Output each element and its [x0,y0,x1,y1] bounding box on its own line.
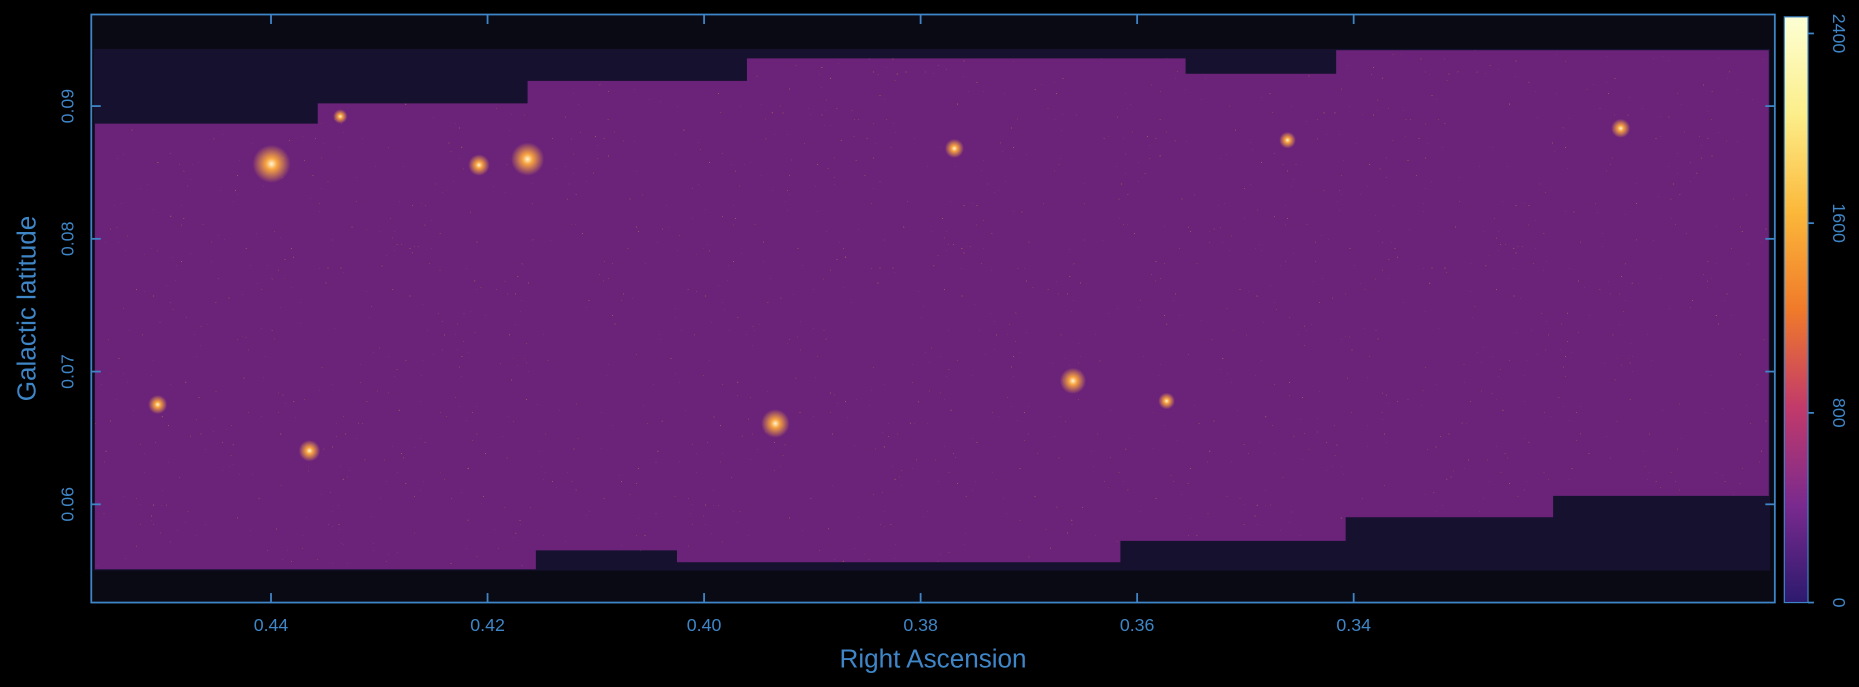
y-tick-label: 0.09 [57,89,77,124]
colorbar-tick-label: 1600 [1829,203,1849,243]
chart: Right Ascension Galactic latitude 0.44 0.… [0,0,1859,687]
x-tick-label: 0.38 [903,615,938,635]
colorbar-tick-label: 2400 [1829,14,1849,54]
colorbar [1784,17,1808,603]
y-tick-label: 0.07 [57,354,77,389]
x-tick-label: 0.42 [470,615,505,635]
y-tick-label: 0.06 [57,487,77,522]
y-axis-title: Galactic latitude [11,216,41,402]
x-axis-title: Right Ascension [840,644,1027,674]
y-tick-label: 0.08 [57,221,77,256]
colorbar-tick-label: 0 [1829,598,1849,608]
page: Right Ascension Galactic latitude 0.44 0.… [0,0,1859,687]
colorbar-tick-label: 800 [1829,398,1849,428]
x-tick-label: 0.34 [1336,615,1371,635]
x-tick-label: 0.36 [1120,615,1155,635]
x-tick-label: 0.40 [687,615,722,635]
x-tick-label: 0.44 [254,615,289,635]
